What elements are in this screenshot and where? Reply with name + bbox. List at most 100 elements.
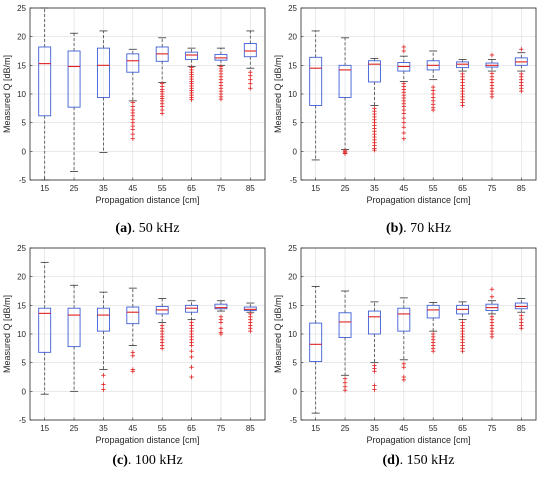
x-tick-label: 25 — [70, 184, 79, 193]
y-tick-label: 0 — [293, 387, 298, 396]
outlier-point — [430, 107, 436, 113]
iqr-box — [397, 307, 411, 332]
x-tick-label: 35 — [370, 184, 379, 193]
iqr-box — [67, 307, 81, 348]
y-tick-label: 15 — [288, 61, 297, 70]
panel-caption: (a). 50 kHz — [115, 221, 179, 236]
outlier-point — [460, 349, 465, 354]
box-15 — [309, 30, 323, 161]
x-tick-label: 55 — [429, 184, 438, 193]
outlier-point — [130, 127, 136, 132]
box-75 — [485, 287, 499, 340]
y-tick-label: 20 — [17, 273, 26, 282]
box-25 — [338, 37, 352, 156]
caption-frequency: . 50 kHz — [132, 221, 180, 236]
outlier-point — [489, 294, 495, 299]
outlier-point — [248, 86, 253, 91]
x-tick-label: 65 — [187, 424, 196, 433]
box-45 — [397, 44, 411, 141]
x-tick-label: 15 — [311, 184, 320, 193]
iqr-box — [214, 303, 228, 310]
box-55 — [426, 302, 440, 354]
outlier-point — [401, 120, 407, 125]
x-tick-label: 45 — [399, 184, 408, 193]
box-85 — [514, 298, 528, 331]
box-65 — [185, 47, 199, 102]
box-35 — [96, 30, 110, 153]
iqr-box — [367, 60, 381, 83]
box-15 — [309, 286, 323, 414]
y-tick-label: 5 — [293, 359, 298, 368]
y-tick-label: 0 — [293, 147, 298, 156]
iqr-box — [367, 310, 381, 335]
x-tick-label: 85 — [517, 184, 526, 193]
y-tick-label: 10 — [288, 90, 297, 99]
x-tick-label: 25 — [70, 424, 79, 433]
outlier-point — [489, 287, 495, 292]
box-45 — [126, 48, 140, 141]
outlier-point — [519, 326, 524, 331]
outlier-point — [401, 111, 407, 116]
x-tick-label: 35 — [99, 424, 108, 433]
outlier-point — [372, 147, 377, 153]
iqr-box — [38, 307, 52, 353]
x-tick-label: 15 — [40, 424, 49, 433]
outlier-point — [189, 365, 194, 370]
outlier-point — [460, 103, 465, 108]
panel-2: -5 0 5 10 15 20 25 15 25 35 45 55 65 75 85 Propagation … — [273, 4, 537, 236]
y-tick-label: -5 — [19, 416, 27, 425]
x-tick-label: 75 — [487, 424, 496, 433]
iqr-box — [126, 306, 140, 325]
iqr-box — [96, 47, 110, 98]
outlier-point — [401, 48, 407, 54]
outlier-point — [189, 349, 194, 354]
x-tick-label: 65 — [458, 184, 467, 193]
x-tick-label: 15 — [311, 424, 320, 433]
outlier-point — [401, 365, 407, 370]
box-35 — [367, 301, 381, 392]
box-85 — [243, 302, 257, 334]
outlier-point — [189, 97, 194, 102]
outlier-point — [218, 331, 224, 337]
outlier-point — [401, 130, 407, 136]
caption-frequency: . 150 kHz — [400, 453, 455, 468]
x-tick-label: 45 — [128, 424, 137, 433]
outlier-point — [130, 131, 136, 137]
y-tick-label: 20 — [288, 273, 297, 282]
x-axis-label: Propagation distance [cm] — [95, 195, 199, 205]
x-tick-label: 55 — [158, 184, 167, 193]
y-tick-label: 20 — [288, 33, 297, 42]
outlier-point — [248, 81, 253, 86]
box-15 — [38, 261, 52, 395]
caption-letter: (b) — [386, 221, 403, 236]
outlier-point — [248, 73, 253, 78]
panel-caption: (d). 150 kHz — [383, 453, 455, 468]
box-65 — [185, 300, 199, 380]
outlier-point — [248, 77, 253, 82]
y-tick-label: -5 — [290, 176, 298, 185]
box-65 — [456, 59, 470, 108]
y-axis-label: Measured Q [dB/m] — [2, 295, 12, 373]
iqr-box — [514, 302, 528, 310]
x-tick-label: 45 — [399, 424, 408, 433]
y-tick-label: -5 — [290, 416, 298, 425]
outlier-point — [372, 383, 377, 388]
outlier-point — [159, 346, 165, 351]
x-axis-label: Propagation distance [cm] — [366, 435, 470, 445]
y-tick-label: 10 — [17, 90, 26, 99]
outlier-point — [519, 47, 524, 52]
outlier-point — [401, 125, 407, 130]
outlier-point — [401, 44, 407, 50]
y-tick-label: 15 — [17, 61, 26, 70]
x-tick-label: 35 — [370, 424, 379, 433]
outlier-point — [401, 377, 407, 383]
y-tick-label: 5 — [22, 119, 27, 128]
caption-frequency: . 100 kHz — [128, 453, 183, 468]
box-75 — [485, 52, 499, 100]
iqr-box — [243, 43, 257, 58]
outlier-point — [159, 111, 165, 116]
outlier-point — [372, 369, 377, 374]
caption-letter: (d) — [383, 453, 400, 468]
x-tick-label: 25 — [341, 184, 350, 193]
outlier-point — [130, 136, 136, 141]
